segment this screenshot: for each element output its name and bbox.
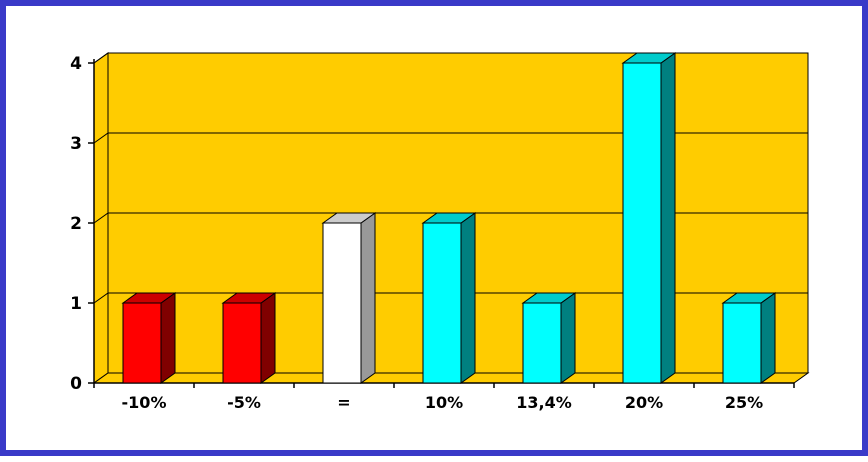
x-tick-label: 13,4% — [516, 393, 572, 412]
y-tick-labels: 0 1 2 3 4 — [70, 54, 82, 394]
bar-side — [560, 292, 576, 384]
bar-side — [460, 212, 476, 384]
gridlines — [93, 52, 808, 304]
bar-side — [160, 292, 176, 384]
y-tick-label: 0 — [70, 374, 82, 394]
bar-side — [760, 292, 776, 384]
y-tick-label: 1 — [70, 294, 82, 314]
gridline — [93, 212, 808, 224]
bar-chart: 0 1 2 3 4 -10% -5% = 10% 13,4% 20% 25% — [70, 52, 810, 412]
bar-side — [360, 212, 376, 384]
bar-front — [322, 222, 362, 384]
bar-front — [422, 222, 462, 384]
bar-front — [222, 302, 262, 384]
x-tick-label: = — [337, 393, 350, 412]
gridline — [93, 52, 808, 64]
bar-5 — [521, 292, 577, 384]
bar-3 — [321, 212, 377, 384]
bar-front — [622, 62, 662, 384]
x-tick-label: -10% — [122, 393, 167, 412]
bar-front — [722, 302, 762, 384]
bar-side — [660, 52, 676, 384]
y-tick-label: 2 — [70, 214, 82, 234]
bar-1 — [121, 292, 177, 384]
bar-6 — [621, 52, 677, 384]
x-tick-label: 25% — [725, 393, 763, 412]
bar-2 — [221, 292, 277, 384]
x-tick-labels: -10% -5% = 10% 13,4% 20% 25% — [122, 393, 764, 412]
x-tick-label: 10% — [425, 393, 463, 412]
x-tick-label: -5% — [227, 393, 261, 412]
bar-side — [260, 292, 276, 384]
bar-front — [522, 302, 562, 384]
y-tick-label: 4 — [70, 54, 82, 74]
bar-7 — [721, 292, 777, 384]
bars — [121, 52, 777, 384]
y-tick-label: 3 — [70, 134, 82, 154]
gridline — [93, 132, 808, 144]
bar-4 — [421, 212, 477, 384]
bar-front — [122, 302, 162, 384]
x-tick-label: 20% — [625, 393, 663, 412]
